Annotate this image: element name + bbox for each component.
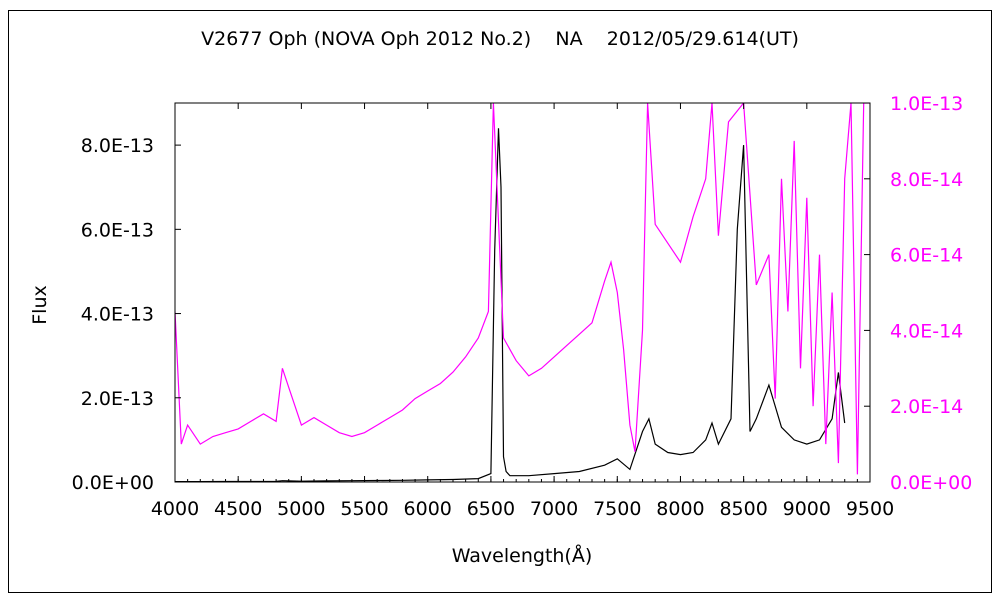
plot-border: [174, 102, 871, 483]
x-tick-label: 9000: [783, 498, 831, 520]
x-axis-label: Wavelength(Å): [452, 544, 593, 567]
y-left-tick-label: 0.0E+00: [72, 472, 154, 494]
magenta-spectrum-line: [175, 103, 870, 475]
chart-frame: [8, 10, 992, 593]
y-right-tick-label: 2.0E-14: [890, 396, 963, 418]
plot-area: [174, 102, 871, 483]
x-tick-label: 8500: [719, 498, 767, 520]
y-right-axis: 0.0E+00 2.0E-14 4.0E-14 6.0E-14 8.0E-14 1.0E-…: [864, 93, 972, 494]
x-tick-label: 5000: [277, 498, 325, 520]
y-right-tick-label: 1.0E-13: [890, 93, 963, 115]
y-right-tick-label: 6.0E-14: [890, 245, 963, 267]
x-tick-label: 7500: [593, 498, 641, 520]
y-left-tick-label: 8.0E-13: [81, 135, 154, 157]
chart-title: V2677 Oph (NOVA Oph 2012 No.2) NA 2012/0…: [201, 28, 799, 50]
y-left-tick-label: 4.0E-13: [81, 304, 154, 326]
x-tick-label: 8000: [656, 498, 704, 520]
y-right-tick-label: 4.0E-14: [890, 320, 963, 342]
y-left-tick-label: 6.0E-13: [81, 219, 154, 241]
y-right-tick-label: 0.0E+00: [890, 472, 972, 494]
x-tick-label: 7000: [530, 498, 578, 520]
black-spectrum-line: [175, 128, 846, 482]
x-tick-label: 4000: [151, 498, 199, 520]
x-tick-label: 4500: [214, 498, 262, 520]
x-tick-label: 9500: [846, 498, 894, 520]
x-tick-label: 6000: [404, 498, 452, 520]
y-left-axis: 0.0E+00 2.0E-13 4.0E-13 6.0E-13 8.0E-13: [72, 135, 181, 494]
x-axis: 4000 4500 5000 5500 6000 6500 7000 7500 8000 8500…: [151, 103, 894, 520]
x-tick-label: 6500: [467, 498, 515, 520]
x-tick-label: 5500: [340, 498, 388, 520]
y-axis-label: Flux: [29, 285, 51, 325]
y-right-tick-label: 8.0E-14: [890, 169, 963, 191]
y-left-tick-label: 2.0E-13: [81, 388, 154, 410]
